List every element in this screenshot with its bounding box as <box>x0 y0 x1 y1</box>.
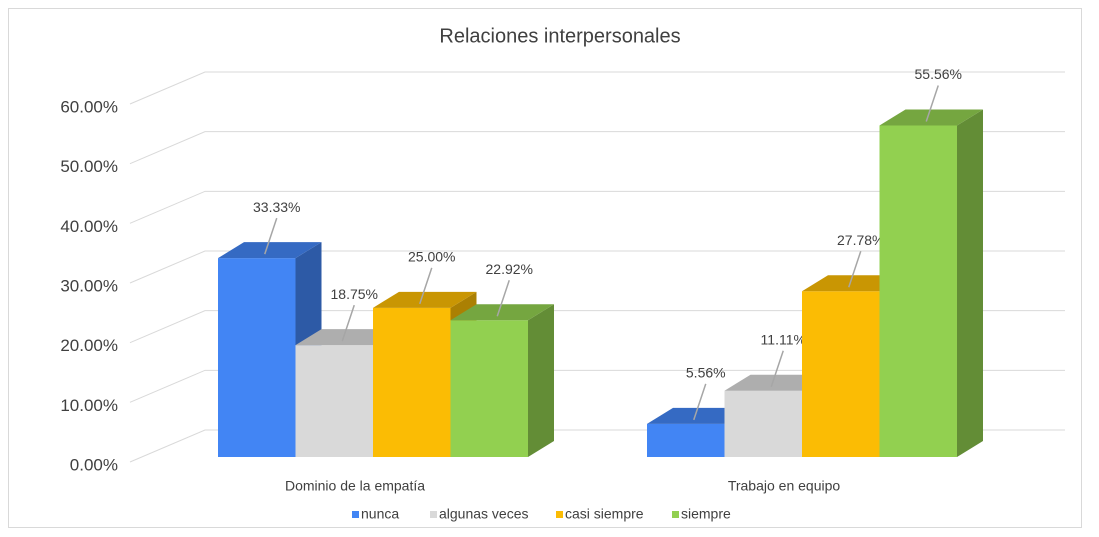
label-leader <box>496 280 510 317</box>
bar <box>802 291 880 457</box>
y-tick-label: 10.00% <box>60 396 118 415</box>
x-tick-label: Dominio de la empatía <box>285 478 425 494</box>
label-leader <box>264 217 278 255</box>
legend-label: siempre <box>681 506 731 522</box>
bar <box>295 345 373 457</box>
grid-line <box>129 310 1065 344</box>
bar-top <box>879 109 983 126</box>
bar <box>647 423 725 457</box>
label-leader <box>419 267 433 305</box>
data-label: 5.56% <box>686 365 726 381</box>
legend-swatch <box>352 511 359 518</box>
grid-line <box>129 131 1065 165</box>
label-leader <box>341 304 355 342</box>
bar <box>373 307 451 457</box>
y-tick-label: 20.00% <box>60 336 118 355</box>
grid-line <box>129 190 1065 224</box>
bar <box>218 258 296 457</box>
grid-line <box>129 71 1065 105</box>
bar-side <box>957 109 983 457</box>
data-label: 55.56% <box>915 66 962 82</box>
grid-line <box>129 369 1065 403</box>
y-tick-label: 40.00% <box>60 217 118 236</box>
grid-line <box>129 250 1065 284</box>
data-label: 27.78% <box>837 232 884 248</box>
legend-swatch <box>556 511 563 518</box>
legend-swatch <box>430 511 437 518</box>
legend-label: nunca <box>361 506 399 522</box>
y-tick-label: 30.00% <box>60 276 118 295</box>
label-leader <box>848 251 862 288</box>
label-leader <box>925 85 939 122</box>
label-leader <box>693 383 707 421</box>
bar <box>724 390 802 457</box>
bar <box>450 320 528 457</box>
data-label: 33.33% <box>253 199 300 215</box>
bar-top <box>218 242 322 259</box>
bar-side <box>528 304 554 457</box>
y-tick-label: 50.00% <box>60 157 118 176</box>
data-label: 25.00% <box>408 249 455 265</box>
y-tick-label: 0.00% <box>70 455 118 474</box>
data-label: 18.75% <box>331 286 378 302</box>
data-label: 22.92% <box>486 261 533 277</box>
legend-swatch <box>672 511 679 518</box>
bar-top <box>373 291 477 308</box>
legend-label: algunas veces <box>439 506 529 522</box>
bar-top <box>450 304 554 321</box>
legend-label: casi siempre <box>565 506 644 522</box>
x-tick-label: Trabajo en equipo <box>728 478 841 494</box>
label-leader <box>770 350 784 387</box>
data-label: 11.11% <box>761 331 806 347</box>
y-tick-label: 60.00% <box>60 97 118 116</box>
chart-title: Relaciones interpersonales <box>439 25 680 47</box>
bar <box>879 125 957 457</box>
